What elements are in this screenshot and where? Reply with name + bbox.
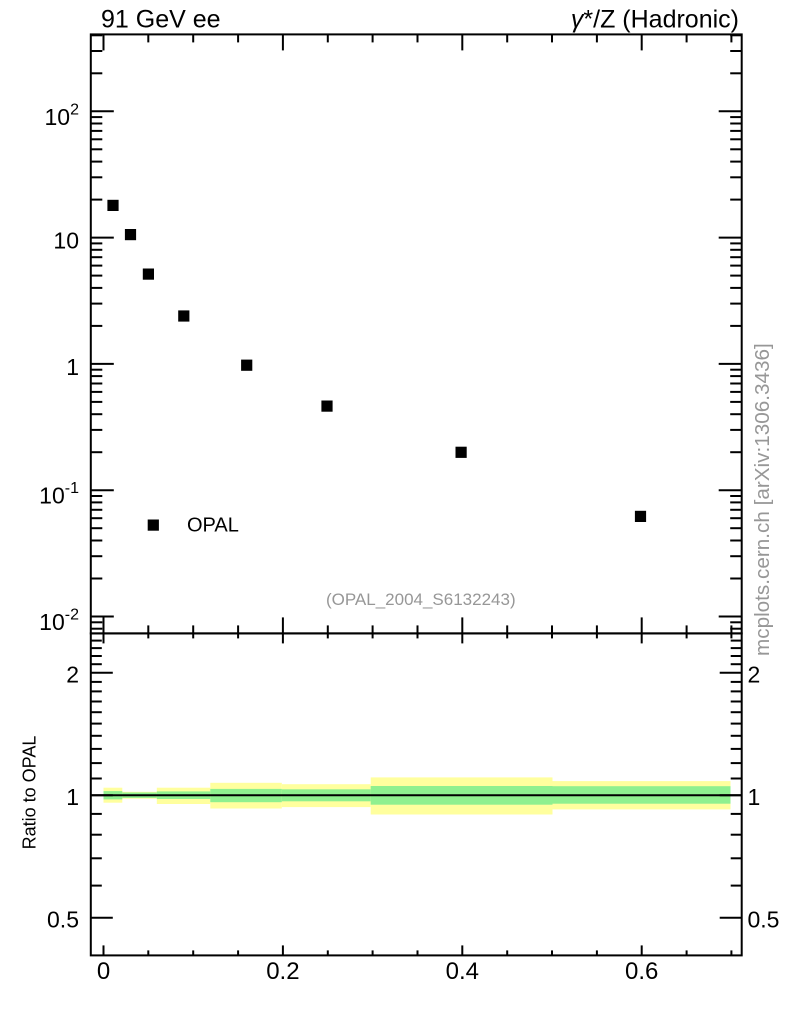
svg-text:1: 1 [66,354,79,380]
svg-text:2: 2 [748,661,761,687]
svg-text:0.5: 0.5 [47,906,79,932]
svg-text:mcplots.cern.ch [arXiv:1306.34: mcplots.cern.ch [arXiv:1306.3436] [751,343,774,656]
svg-text:OPAL: OPAL [187,515,239,537]
svg-text:91 GeV ee: 91 GeV ee [101,6,221,34]
svg-text:1: 1 [748,784,761,810]
svg-text:(OPAL_2004_S6132243): (OPAL_2004_S6132243) [326,590,516,609]
svg-text:0.5: 0.5 [748,906,780,932]
svg-text:0.6: 0.6 [625,958,658,985]
svg-text:2: 2 [66,661,79,687]
svg-text:0.4: 0.4 [446,958,479,985]
svg-text:0: 0 [97,958,110,985]
svg-text:γ*/Z (Hadronic): γ*/Z (Hadronic) [571,6,739,34]
svg-text:0.2: 0.2 [266,958,299,985]
svg-text:Ratio to OPAL: Ratio to OPAL [20,736,40,850]
svg-text:10: 10 [53,228,79,254]
svg-text:1: 1 [66,784,79,810]
